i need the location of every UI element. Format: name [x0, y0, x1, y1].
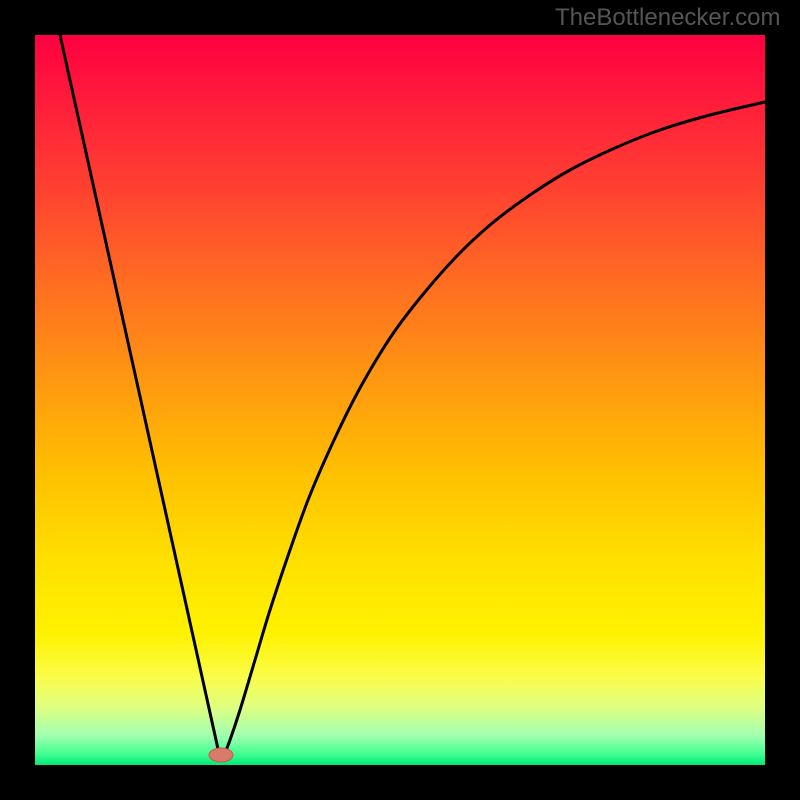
watermark-text: TheBottlenecker.com — [555, 4, 780, 32]
plot-area — [0, 0, 800, 800]
gradient-background — [35, 35, 765, 765]
optimal-point-marker — [209, 748, 233, 762]
